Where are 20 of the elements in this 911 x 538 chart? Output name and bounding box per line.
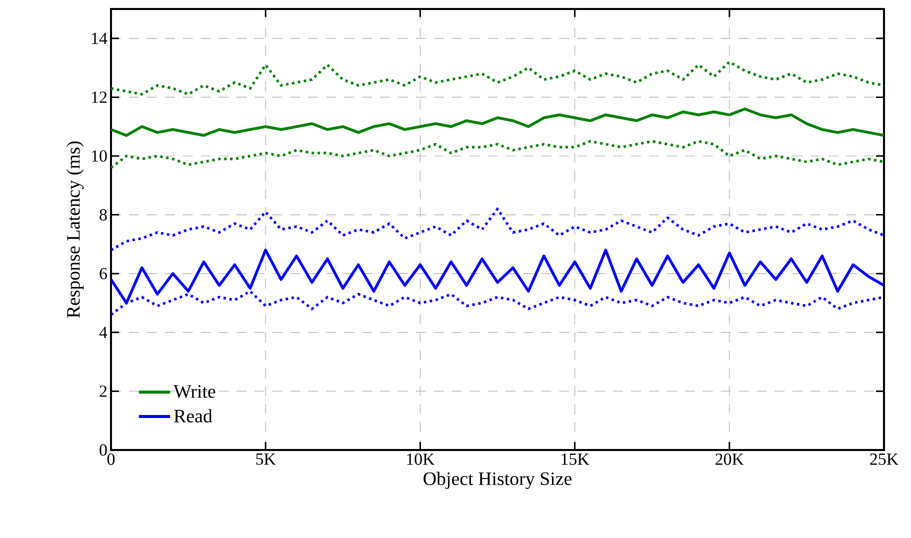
y-tick-label: 2: [100, 386, 107, 397]
x-tick-label: 10K: [407, 454, 435, 465]
legend-label: Write: [174, 385, 216, 398]
y-tick-label: 12: [92, 92, 107, 103]
x-tick-label: 20K: [716, 454, 744, 465]
y-tick-label: 6: [100, 268, 107, 280]
y-tick-label: 0: [100, 444, 107, 456]
line-series: [111, 208, 884, 252]
x-tick-label: 0: [107, 454, 115, 465]
y-tick-label: 10: [92, 150, 107, 162]
y-tick-label: 14: [92, 32, 108, 44]
y-axis-title: Response Latency (ms): [66, 141, 84, 318]
x-tick-label: 5K: [256, 454, 276, 465]
line-series: [111, 140, 884, 170]
y-tick-label: 4: [99, 326, 108, 338]
x-tick-label: 15K: [562, 454, 590, 465]
legend-label: Read: [174, 409, 212, 422]
x-tick-label: 25K: [870, 454, 898, 465]
x-axis-title: Object History Size: [424, 472, 572, 489]
y-tick-label: 8: [100, 209, 107, 221]
